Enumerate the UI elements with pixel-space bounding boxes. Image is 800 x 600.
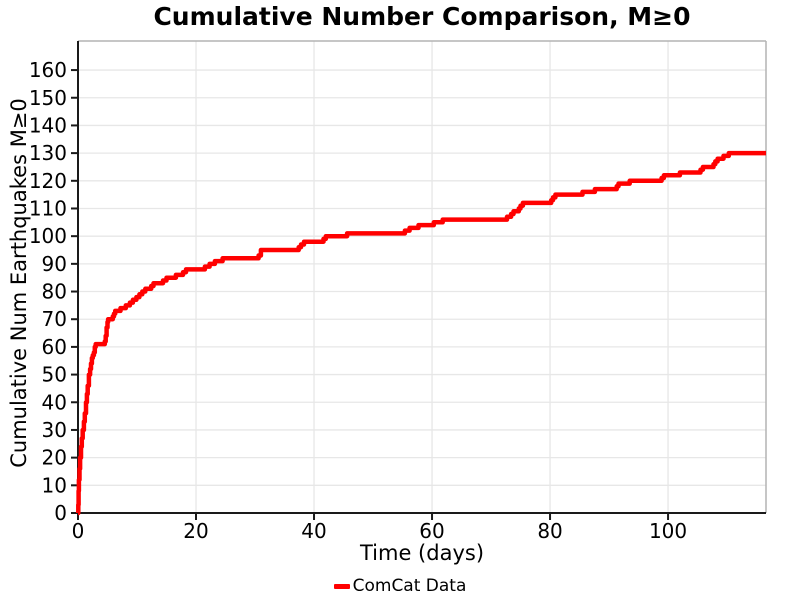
y-tick-label: 30 [42, 418, 67, 442]
legend-series-label: ComCat Data [352, 576, 467, 596]
y-tick-label: 110 [29, 196, 67, 220]
y-tick-label: 0 [54, 501, 67, 525]
y-tick-label: 150 [29, 86, 67, 110]
y-tick-label: 160 [29, 58, 67, 82]
y-tick-label: 40 [42, 390, 67, 414]
y-tick-label: 50 [42, 363, 67, 387]
y-tick-label: 100 [29, 224, 67, 248]
x-tick-label: 100 [649, 519, 687, 543]
y-tick-label: 80 [42, 280, 67, 304]
x-tick-label: 80 [537, 519, 562, 543]
x-tick-label: 40 [301, 519, 326, 543]
legend: ComCat Data [0, 576, 800, 596]
y-tick-label: 20 [42, 446, 67, 470]
y-tick-label: 10 [42, 473, 67, 497]
x-tick-label: 60 [419, 519, 444, 543]
x-tick-label: 0 [72, 519, 85, 543]
y-tick-label: 130 [29, 141, 67, 165]
data-series-line [76, 150, 766, 516]
y-tick-label: 140 [29, 113, 67, 137]
legend-line-swatch [333, 583, 350, 589]
y-tick-label: 60 [42, 335, 67, 359]
y-tick-label: 120 [29, 169, 67, 193]
x-tick-label: 20 [183, 519, 208, 543]
x-axis-label: Time (days) [359, 541, 485, 565]
chart-title: Cumulative Number Comparison, M≥0 [153, 2, 691, 31]
y-tick-label: 90 [42, 252, 67, 276]
y-tick-label: 70 [42, 307, 67, 331]
